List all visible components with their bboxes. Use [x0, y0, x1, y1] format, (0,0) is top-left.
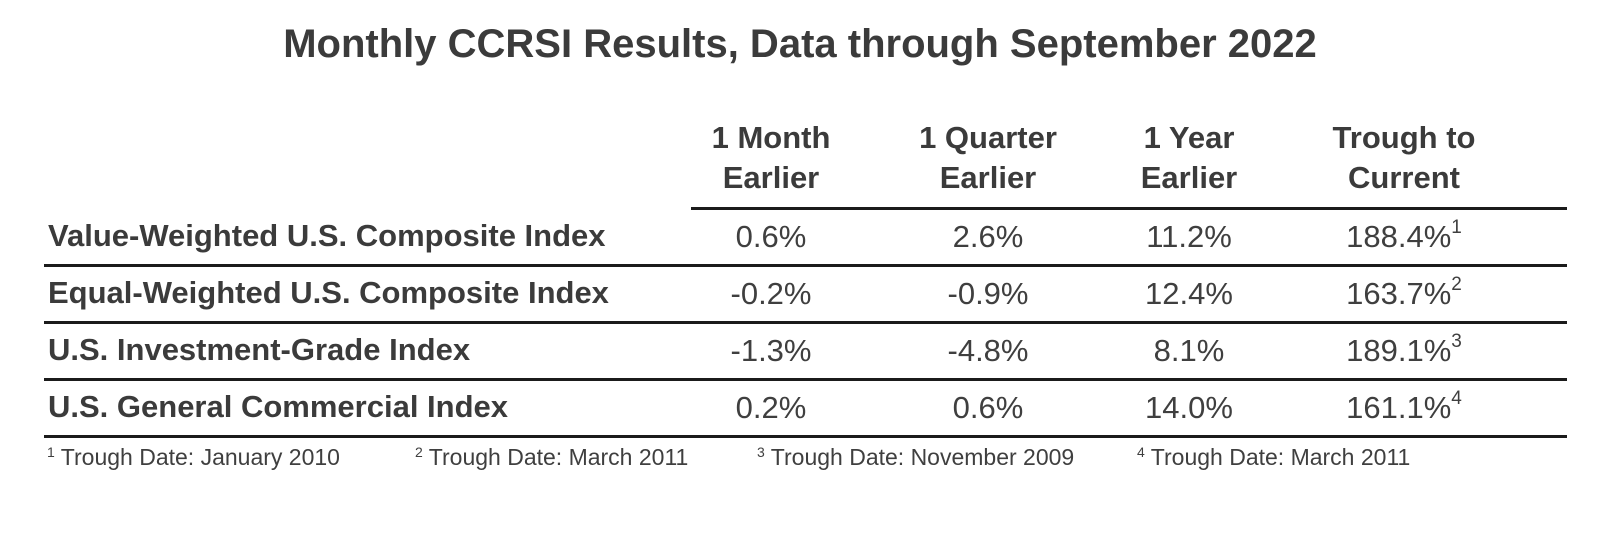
cell-value: 161.1%	[1346, 390, 1452, 425]
footnote: 4 Trough Date: March 2011	[1137, 444, 1410, 471]
column-header-line1: 1 Quarter	[919, 120, 1057, 155]
table-cell: 8.1%	[1153, 333, 1225, 368]
column-header-line2: Earlier	[1140, 160, 1238, 195]
chart-title: Monthly CCRSI Results, Data through Sept…	[283, 22, 1317, 66]
table-cell: 161.1%4	[1299, 388, 1509, 426]
row-label: U.S. Investment-Grade Index	[48, 332, 471, 367]
column-header-line1: Trough to	[1332, 120, 1476, 155]
footnote-mark: 4	[1137, 444, 1145, 460]
table-cell: -4.8%	[947, 333, 1029, 368]
footnote-mark: 1	[47, 444, 55, 460]
table-cell: -0.9%	[947, 276, 1029, 311]
table-cell: 11.2%	[1146, 219, 1232, 254]
column-header-line2: Earlier	[722, 160, 820, 195]
table-row: Equal-Weighted U.S. Composite Index -0.2…	[44, 267, 1567, 324]
cell-value: 188.4%	[1346, 219, 1452, 254]
column-header-line2: Current	[1348, 160, 1460, 195]
column-header-line1: 1 Month	[711, 120, 831, 155]
footnote: 2 Trough Date: March 2011	[415, 444, 688, 471]
cell-value: 163.7%	[1346, 276, 1452, 311]
footnote-text: Trough Date: January 2010	[60, 444, 340, 470]
table-cell: 188.4%1	[1299, 217, 1509, 255]
footnote-mark: 3	[757, 444, 765, 460]
row-label: Value-Weighted U.S. Composite Index	[48, 218, 606, 253]
table-cell: 163.7%2	[1299, 274, 1509, 312]
column-header-line2: Earlier	[939, 160, 1037, 195]
cell-value: 189.1%	[1346, 333, 1452, 368]
footnote-ref: 1	[1451, 217, 1462, 238]
footnote: 1 Trough Date: January 2010	[47, 444, 340, 471]
column-header: 1 Year Earlier	[1114, 118, 1264, 198]
footnote-ref: 4	[1451, 388, 1462, 409]
column-header: Trough to Current	[1299, 118, 1509, 198]
footnote-ref: 3	[1451, 331, 1462, 352]
table-cell: 14.0%	[1145, 390, 1233, 425]
footnote-text: Trough Date: March 2011	[428, 444, 689, 470]
table-cell: -0.2%	[730, 276, 812, 311]
row-label: U.S. General Commercial Index	[48, 389, 509, 424]
table-row: U.S. Investment-Grade Index -1.3% -4.8% …	[44, 324, 1567, 381]
row-label: Equal-Weighted U.S. Composite Index	[48, 275, 609, 310]
footnotes: 1 Trough Date: January 2010 2 Trough Date:…	[47, 444, 1567, 474]
table-row: Value-Weighted U.S. Composite Index 0.6%…	[44, 210, 1567, 267]
table-cell: 2.6%	[952, 219, 1024, 254]
table-cell: 0.2%	[735, 390, 807, 425]
column-header: 1 Quarter Earlier	[898, 118, 1078, 198]
header-row: 1 Month Earlier 1 Quarter Earlier 1 Year…	[44, 118, 1567, 210]
footnote: 3 Trough Date: November 2009	[757, 444, 1074, 471]
table-row: U.S. General Commercial Index 0.2% 0.6% …	[44, 381, 1567, 438]
table-cell: 12.4%	[1145, 276, 1233, 311]
column-header-line1: 1 Year	[1143, 120, 1235, 155]
footnote-ref: 2	[1451, 274, 1462, 295]
results-table: 1 Month Earlier 1 Quarter Earlier 1 Year…	[44, 118, 1567, 438]
header-rule	[691, 207, 1567, 210]
column-header: 1 Month Earlier	[696, 118, 846, 198]
footnote-mark: 2	[415, 444, 423, 460]
footnote-text: Trough Date: March 2011	[1150, 444, 1411, 470]
table-cell: 0.6%	[735, 219, 807, 254]
table-cell: 189.1%3	[1299, 331, 1509, 369]
table-cell: 0.6%	[952, 390, 1024, 425]
table-cell: -1.3%	[730, 333, 812, 368]
footnote-text: Trough Date: November 2009	[770, 444, 1075, 470]
